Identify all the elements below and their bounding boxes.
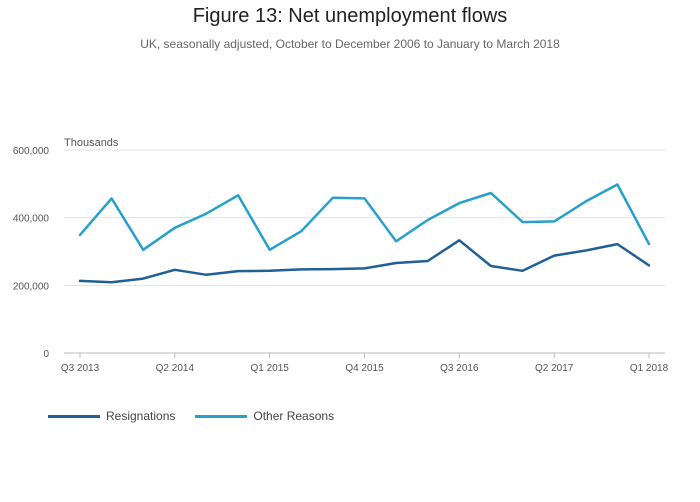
- y-axis: 0 200,000 400,000 600,000: [13, 146, 50, 360]
- legend: Resignations Other Reasons: [48, 409, 334, 423]
- legend-swatch-resignations: [48, 414, 100, 418]
- data-point[interactable]: [455, 236, 463, 244]
- x-tick-label: Q3 2013: [61, 363, 100, 374]
- data-point[interactable]: [613, 181, 621, 189]
- data-point[interactable]: [329, 265, 337, 273]
- data-point[interactable]: [645, 261, 653, 269]
- data-point[interactable]: [550, 217, 558, 225]
- data-point[interactable]: [582, 197, 590, 205]
- x-tick-label: Q2 2014: [156, 363, 195, 374]
- data-point[interactable]: [645, 240, 653, 248]
- legend-item-resignations[interactable]: Resignations: [48, 409, 175, 423]
- series-line-other-reasons[interactable]: [78, 183, 651, 252]
- data-point[interactable]: [424, 216, 432, 224]
- data-point[interactable]: [171, 224, 179, 232]
- data-point[interactable]: [266, 267, 274, 275]
- chart-title: Figure 13: Net unemployment flows: [192, 5, 508, 27]
- x-tick-label: Q2 2017: [535, 363, 574, 374]
- x-axis: Q3 2013 Q2 2014 Q1 2015 Q4 2015 Q3 2016 Q2 20…: [61, 353, 669, 374]
- data-point[interactable]: [76, 231, 84, 239]
- data-point[interactable]: [487, 189, 495, 197]
- data-point[interactable]: [392, 259, 400, 267]
- data-point[interactable]: [361, 264, 369, 272]
- y-tick-label: 200,000: [13, 281, 50, 292]
- data-point[interactable]: [424, 257, 432, 265]
- y-tick-label: 0: [43, 349, 49, 360]
- data-point[interactable]: [108, 194, 116, 202]
- data-point[interactable]: [202, 271, 210, 279]
- chart-subtitle: UK, seasonally adjusted, October to Dece…: [140, 37, 560, 51]
- data-point[interactable]: [234, 267, 242, 275]
- data-point[interactable]: [266, 246, 274, 254]
- series-line-resignations[interactable]: [78, 239, 651, 284]
- legend-swatch-other-reasons: [195, 414, 248, 418]
- y-tick-label: 400,000: [13, 214, 50, 225]
- data-point[interactable]: [329, 194, 337, 202]
- data-point[interactable]: [361, 194, 369, 202]
- data-point[interactable]: [455, 199, 463, 207]
- data-point[interactable]: [171, 266, 179, 274]
- x-tick-label: Q4 2015: [345, 363, 384, 374]
- data-point[interactable]: [108, 278, 116, 286]
- data-point[interactable]: [582, 246, 590, 254]
- data-point[interactable]: [297, 265, 305, 273]
- series-lines: [76, 181, 653, 286]
- y-tick-label: 600,000: [13, 146, 50, 157]
- data-point[interactable]: [487, 262, 495, 270]
- x-tick-label: Q1 2015: [250, 363, 289, 374]
- data-point[interactable]: [76, 277, 84, 285]
- x-tick-label: Q1 2018: [630, 363, 669, 374]
- data-point[interactable]: [519, 267, 527, 275]
- data-point[interactable]: [550, 252, 558, 260]
- data-point[interactable]: [392, 237, 400, 245]
- data-point[interactable]: [613, 240, 621, 248]
- legend-label-resignations: Resignations: [106, 409, 176, 423]
- data-point[interactable]: [139, 246, 147, 254]
- legend-item-other-reasons[interactable]: Other Reasons: [195, 409, 334, 423]
- data-point[interactable]: [519, 218, 527, 226]
- data-point[interactable]: [297, 227, 305, 235]
- data-point[interactable]: [234, 191, 242, 199]
- y-axis-label: Thousands: [64, 137, 119, 149]
- data-point[interactable]: [139, 275, 147, 283]
- x-tick-label: Q3 2016: [440, 363, 479, 374]
- legend-label-other-reasons: Other Reasons: [253, 409, 335, 423]
- data-point[interactable]: [202, 210, 210, 218]
